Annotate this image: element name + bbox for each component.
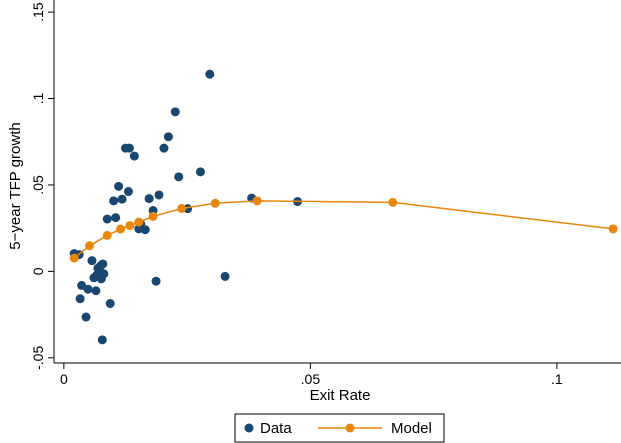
y-tick-label: -.05	[30, 346, 46, 370]
data-point	[75, 294, 85, 304]
legend-model-marker	[345, 423, 355, 433]
data-point	[151, 276, 161, 286]
data-point	[174, 172, 184, 182]
model-point	[148, 211, 158, 221]
data-point	[102, 214, 112, 224]
data-point	[159, 143, 169, 153]
model-point	[608, 224, 618, 234]
data-point	[163, 132, 173, 142]
x-axis-title: Exit Rate	[310, 387, 371, 404]
data-point	[105, 299, 115, 309]
data-point	[111, 213, 121, 223]
model-point	[116, 224, 126, 234]
x-tick-label: .05	[301, 371, 321, 387]
y-tick-label: .05	[30, 175, 46, 195]
model-point	[252, 196, 262, 206]
data-point	[83, 284, 93, 294]
y-tick-label: 0	[30, 267, 46, 275]
legend-data-marker	[244, 423, 254, 433]
legend-model-label: Model	[391, 420, 432, 437]
x-tick-label: 0	[60, 371, 68, 387]
model-point	[125, 221, 135, 231]
data-point	[140, 225, 150, 235]
data-point	[195, 167, 205, 177]
y-tick-label: .1	[30, 92, 46, 104]
data-point	[129, 151, 139, 161]
y-tick-label: .15	[30, 2, 46, 22]
data-point	[205, 69, 215, 79]
data-point	[123, 187, 133, 197]
x-tick-label: .1	[551, 371, 563, 387]
data-point	[91, 286, 101, 296]
legend-data-label: Data	[260, 420, 292, 437]
data-point	[220, 271, 230, 281]
data-point	[99, 269, 109, 279]
plot-area	[69, 69, 618, 345]
data-point	[170, 107, 180, 117]
data-point	[98, 259, 108, 269]
model-series	[69, 196, 618, 263]
model-point	[69, 253, 79, 263]
y-axis-title: 5−year TFP growth	[7, 122, 24, 249]
data-point	[97, 335, 107, 345]
data-point	[87, 256, 97, 266]
axes: 0 .05 .1 -.05 0 .05 .1 .15	[30, 0, 621, 387]
legend: Data Model	[234, 413, 445, 443]
data-point	[114, 181, 124, 191]
model-point	[388, 197, 398, 207]
data-point	[81, 312, 91, 322]
model-point	[102, 230, 112, 240]
data-point	[144, 194, 154, 204]
data-point	[154, 190, 164, 200]
model-point	[177, 203, 187, 213]
model-point	[134, 217, 144, 227]
data-point	[124, 143, 134, 153]
model-point	[84, 241, 94, 251]
data-point	[109, 196, 119, 206]
data-point	[117, 194, 127, 204]
model-point	[210, 198, 220, 208]
